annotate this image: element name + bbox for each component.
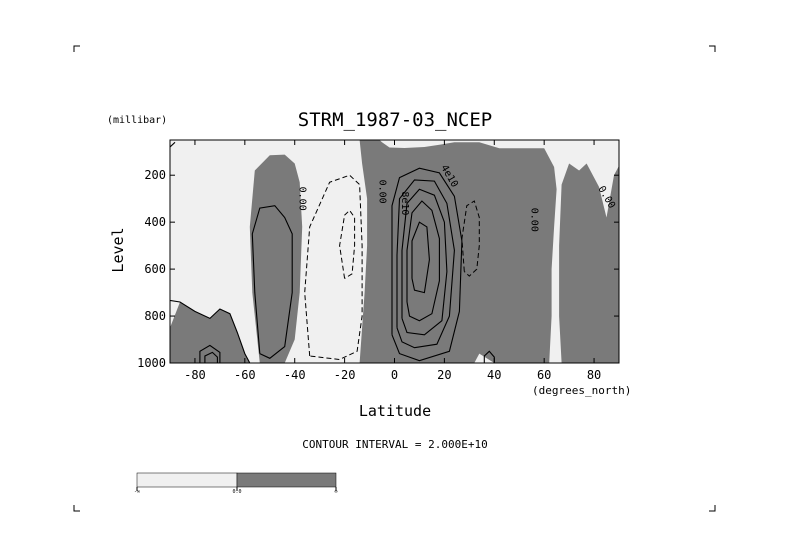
contour-solid-5 <box>391 167 463 362</box>
x-tick-label: 0 <box>391 368 398 382</box>
x-unit-label: (degrees_north) <box>532 384 631 397</box>
y-tick-label: 1000 <box>137 356 166 370</box>
contour-dashed-2 <box>339 209 356 279</box>
corner-mark-bottom-right <box>709 505 716 512</box>
positive-region-3 <box>359 140 557 363</box>
y-tick-label: 800 <box>144 309 166 323</box>
y-tick-label: 400 <box>144 215 166 229</box>
contour-solid-4 <box>204 351 218 363</box>
contour-solid-3 <box>199 344 221 363</box>
contour-solid-8 <box>406 200 440 322</box>
colorbar-positive-swatch <box>236 472 337 488</box>
contour-label-2: 0.00 <box>377 180 388 204</box>
colorbar-label-min: -∞ <box>134 489 140 495</box>
contour-interval-text: CONTOUR INTERVAL = 2.000E+10 <box>302 438 487 451</box>
positive-region-1 <box>170 302 250 363</box>
contour-solid-2 <box>170 299 251 363</box>
chart-title: STRM_1987-03_NCEP <box>298 109 492 131</box>
x-tick-label: 80 <box>587 368 601 382</box>
page-corner-marks <box>73 45 716 512</box>
contour-solid-11 <box>170 141 176 148</box>
corner-mark-top-left <box>73 45 80 52</box>
x-axis-title: Latitude <box>359 402 431 420</box>
contour-dashed-3 <box>461 200 480 277</box>
x-tick-label: -40 <box>284 368 306 382</box>
colorbar-negative-swatch <box>136 472 238 488</box>
colorbar: -∞ 0.0 ∞ <box>134 472 338 495</box>
contour-solid-7 <box>401 188 448 336</box>
y-axis-title: Level <box>109 227 127 272</box>
x-tick-label: 40 <box>487 368 501 382</box>
x-tick-label: 20 <box>437 368 451 382</box>
contour-label-3: 8e10 <box>399 191 410 215</box>
colorbar-label-max: ∞ <box>334 489 337 495</box>
contour-label-1: 0.00 <box>297 187 308 211</box>
x-tick-label: 60 <box>537 368 551 382</box>
colorbar-label-mid: 0.0 <box>232 489 241 495</box>
contour-label-5: 0.00 <box>529 208 540 232</box>
contour-dashed-1 <box>304 174 363 361</box>
positive-region-4 <box>559 163 619 363</box>
x-tick-label: -20 <box>334 368 356 382</box>
contour-solid-9 <box>411 221 430 294</box>
y-tick-label: 600 <box>144 262 166 276</box>
corner-mark-bottom-left <box>73 505 80 512</box>
x-tick-label: -80 <box>184 368 206 382</box>
positive-region-2 <box>249 154 303 363</box>
corner-mark-top-right <box>709 45 716 52</box>
contour-solid-1 <box>251 205 293 359</box>
y-tick-label: 200 <box>144 168 166 182</box>
x-tick-label: -60 <box>234 368 256 382</box>
contour-solid-6 <box>396 179 455 349</box>
y-unit-label: (millibar) <box>107 115 167 126</box>
